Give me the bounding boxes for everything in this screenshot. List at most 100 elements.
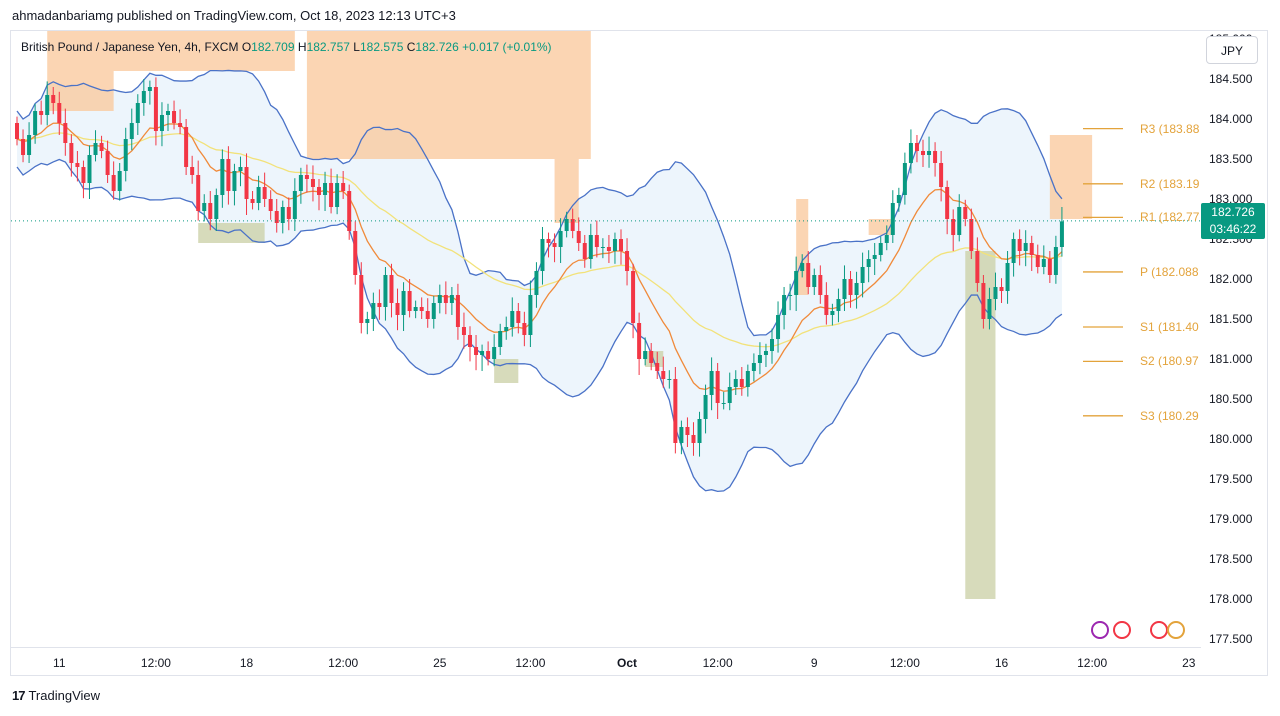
candle-body [643, 351, 648, 359]
candle-body [413, 307, 418, 311]
bollinger-fill [17, 70, 1062, 492]
candle-body [842, 279, 847, 299]
candle-body [208, 203, 213, 219]
candle-body [993, 287, 998, 299]
price-axis[interactable]: 185.000184.500184.000183.500183.000182.5… [1201, 31, 1269, 647]
candle-body [818, 275, 823, 295]
candle-body [564, 219, 569, 231]
candle-body [153, 87, 158, 131]
candle-body [1047, 259, 1052, 275]
supply-zone [47, 31, 295, 71]
candle-body [939, 163, 944, 187]
candlestick-chart[interactable] [11, 31, 1201, 647]
candle-body [649, 351, 654, 363]
candle-body [921, 151, 925, 155]
candle-body [33, 111, 38, 135]
candle-body [927, 151, 932, 155]
time-tick-label: 25 [433, 656, 447, 670]
candle-body [709, 371, 714, 395]
candle-body [214, 195, 219, 219]
pivot-label: S3 (180.29 [1140, 408, 1199, 423]
demand-zone [494, 359, 519, 383]
tradingview-footer[interactable]: 17 TradingView [12, 688, 100, 703]
lightning-icon[interactable] [1091, 621, 1109, 639]
price-tick-label: 184.500 [1209, 72, 1253, 86]
replay-icon[interactable] [1167, 621, 1185, 639]
candle-body [655, 363, 660, 371]
candle-body [431, 303, 436, 319]
alert-icon[interactable] [1150, 621, 1168, 639]
candle-body [141, 91, 146, 103]
candle-body [854, 283, 859, 295]
price-tick-label: 178.000 [1209, 592, 1253, 606]
candle-body [1053, 247, 1058, 275]
candle-body [945, 187, 950, 219]
candle-body [57, 103, 62, 123]
candle-body [220, 159, 225, 195]
symbol-legend: British Pound / Japanese Yen, 4h, FXCM O… [21, 40, 552, 54]
price-tick-label: 179.000 [1209, 512, 1253, 526]
time-tick-label: 9 [810, 656, 818, 670]
candle-body [1035, 255, 1040, 267]
candle-body [570, 219, 575, 231]
candle-body [878, 243, 883, 255]
candle-body [123, 139, 128, 171]
candle-body [715, 371, 720, 403]
candle-body [679, 427, 684, 443]
candle-body [474, 347, 479, 355]
candle-body [1011, 239, 1016, 263]
candle-body [933, 151, 938, 163]
candle-body [81, 167, 86, 183]
candle-body [721, 403, 726, 404]
candle-body [661, 371, 666, 379]
candle-body [196, 175, 201, 211]
candle-body [1005, 263, 1010, 291]
candle-body [365, 319, 370, 323]
candle-body [1023, 243, 1028, 251]
candle-body [872, 255, 877, 259]
candle-body [159, 115, 164, 131]
time-tick-label: Oct [617, 656, 638, 670]
candle-body [552, 243, 557, 247]
candle-body [776, 315, 781, 339]
pivot-label: P (182.088 [1140, 264, 1199, 279]
low-value: 182.575 [359, 40, 404, 54]
candle-body [347, 191, 352, 231]
chart-panel[interactable]: British Pound / Japanese Yen, 4h, FXCM O… [10, 30, 1268, 676]
time-tick-label: 12:00 [889, 656, 920, 670]
ema-fast-line [16, 122, 1063, 392]
candle-body [238, 167, 243, 171]
candle-body [75, 163, 80, 167]
candle-body [455, 295, 460, 327]
time-tick-label: 18 [239, 656, 254, 670]
price-pane[interactable]: British Pound / Japanese Yen, 4h, FXCM O… [11, 31, 1201, 647]
candle-body [250, 199, 255, 203]
candle-body [178, 123, 183, 127]
price-tick-label: 178.500 [1209, 552, 1253, 566]
candle-body [190, 167, 195, 175]
candle-body [87, 155, 92, 183]
candle-body [323, 183, 328, 195]
candle-body [612, 239, 617, 251]
bollinger-lower-line [16, 158, 1063, 493]
record-icon[interactable] [1113, 621, 1131, 639]
candle-body [498, 331, 503, 347]
price-tick-label: 180.500 [1209, 392, 1253, 406]
demand-zone [198, 223, 265, 243]
candle-body [202, 203, 207, 211]
candle-body [576, 231, 581, 243]
candle-body [824, 295, 829, 315]
candle-body [395, 303, 400, 315]
currency-button[interactable]: JPY [1206, 36, 1258, 64]
candle-body [443, 295, 448, 303]
candle-body [1059, 221, 1064, 247]
time-tick-label: 12:00 [702, 656, 733, 670]
candle-body [21, 139, 26, 155]
candle-body [166, 111, 170, 115]
demand-zone [645, 351, 664, 367]
candle-body [908, 143, 913, 163]
supply-zone [306, 31, 591, 159]
time-axis[interactable]: 11 12:00 18 12:00 25 12:00 Oct 12:00 9 12:00 16 12:… [11, 647, 1201, 678]
last-price-value: 182.726 [1211, 204, 1255, 219]
candle-body [745, 371, 750, 387]
